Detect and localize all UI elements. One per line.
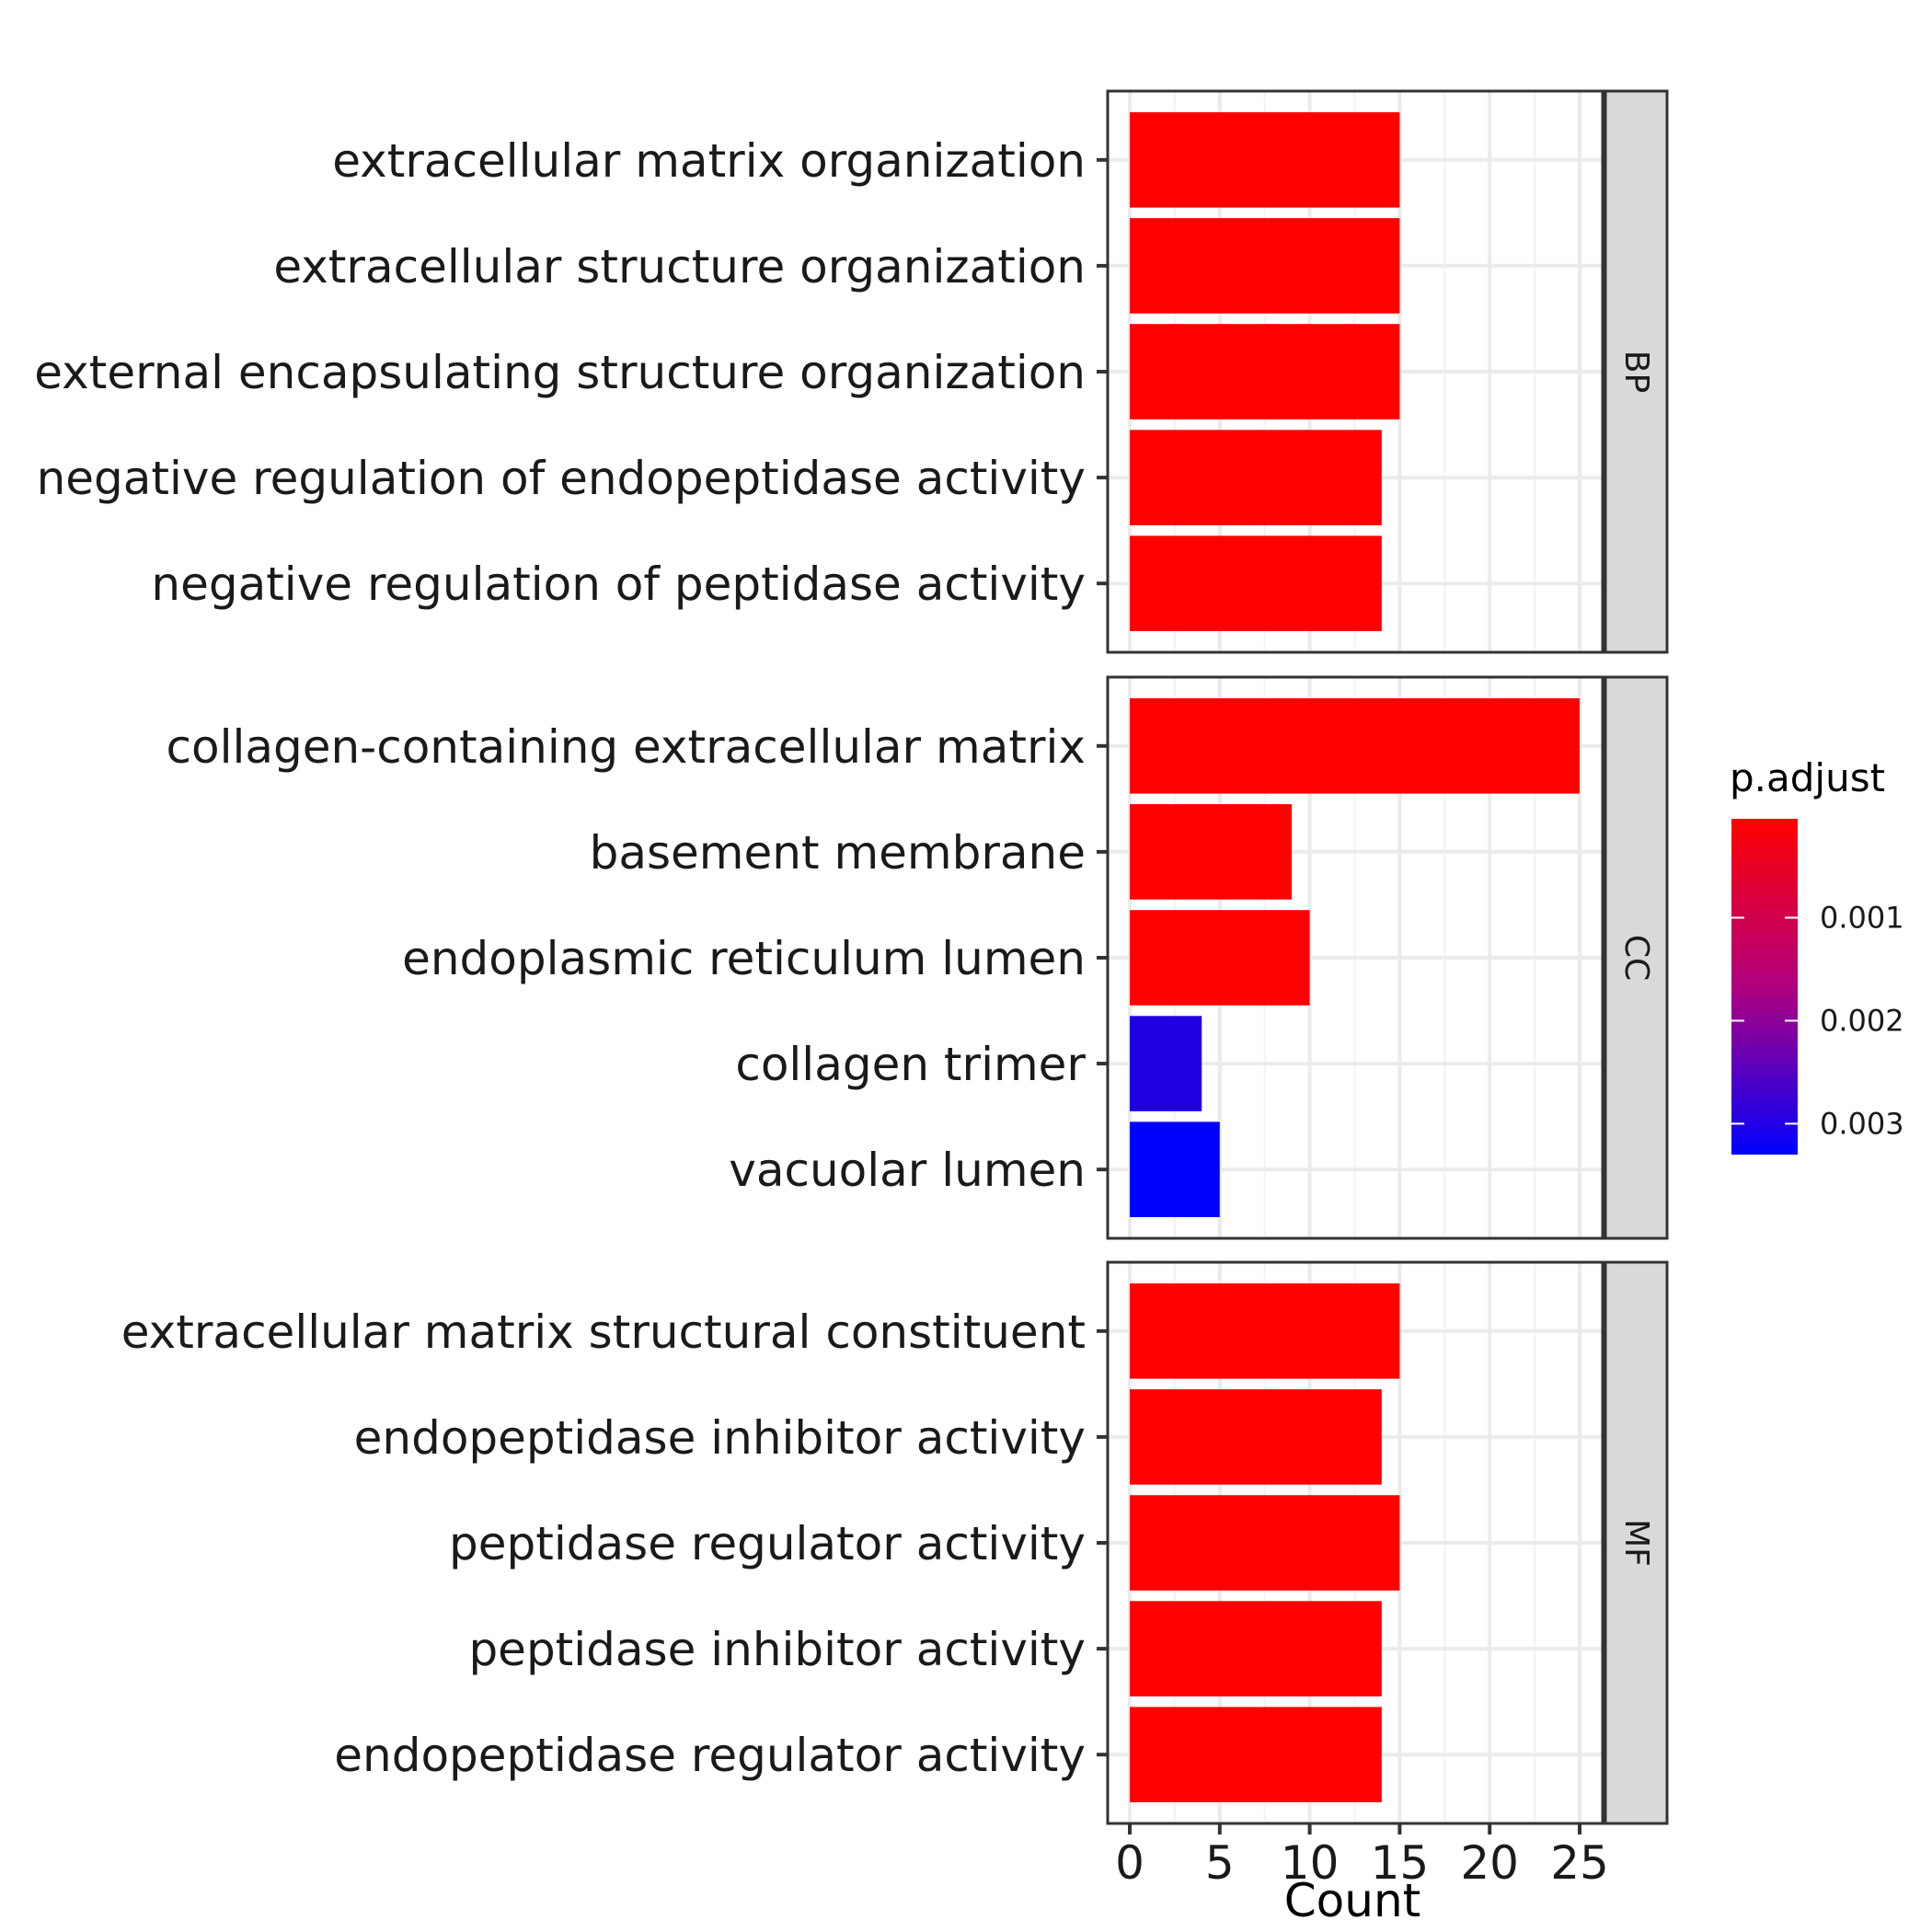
bar-cc-1: [1130, 698, 1580, 794]
facet-strip-label: MF: [1617, 1519, 1655, 1567]
category-label: extracellular matrix structural constitu…: [121, 1305, 1086, 1359]
legend-tick-label: 0.002: [1820, 1003, 1904, 1038]
x-axis-title: Count: [1284, 1874, 1421, 1927]
bar-mf-3: [1130, 1495, 1400, 1591]
x-tick-label: 25: [1550, 1836, 1609, 1890]
legend-colorbar: [1731, 819, 1798, 1155]
bar-mf-4: [1130, 1601, 1382, 1696]
bar-bp-2: [1130, 218, 1400, 314]
facet-panels: extracellular matrix organization extrace…: [34, 89, 1669, 1825]
bar-bp-5: [1130, 535, 1382, 631]
facet-strip-label: BP: [1617, 351, 1655, 393]
category-label: collagen-containing extracellular matrix: [166, 720, 1086, 774]
x-tick-label: 10: [1281, 1836, 1340, 1890]
bar-cc-3: [1130, 910, 1310, 1006]
category-label: negative regulation of endopeptidase act…: [37, 452, 1086, 505]
facet-strip: [1604, 1260, 1669, 1825]
category-label: endopeptidase inhibitor activity: [354, 1411, 1086, 1465]
legend-tick-label: 0.003: [1820, 1106, 1904, 1141]
legend-ticks: 0.001 0.002 0.003: [1731, 900, 1904, 1141]
panel-border: [1106, 89, 1604, 654]
bar-bp-1: [1130, 112, 1400, 208]
legend-title: p.adjust: [1730, 755, 1885, 800]
bar-cc-5: [1130, 1121, 1220, 1217]
category-label: external encapsulating structure organiz…: [34, 346, 1086, 399]
facet-bp: extracellular matrix organization extrace…: [34, 89, 1669, 654]
x-tick-label: 15: [1371, 1836, 1430, 1890]
facet-strip: [1604, 675, 1669, 1240]
x-tick-label: 20: [1460, 1836, 1519, 1890]
category-label: extracellular structure organization: [273, 240, 1086, 293]
bar-bp-3: [1130, 324, 1400, 420]
facet-mf: extracellular matrix structural constitu…: [121, 1260, 1669, 1825]
category-label: peptidase inhibitor activity: [468, 1623, 1086, 1676]
category-label: collagen trimer: [735, 1038, 1086, 1091]
legend-tick-label: 0.001: [1820, 900, 1904, 935]
category-label: negative regulation of peptidase activit…: [151, 558, 1086, 611]
x-tick-label: 5: [1205, 1836, 1235, 1890]
category-label: endopeptidase regulator activity: [334, 1729, 1086, 1782]
panel-border: [1106, 1260, 1604, 1825]
category-label: basement membrane: [590, 826, 1086, 880]
x-axis: 0 5 10 15 20 25: [1115, 1823, 1609, 1890]
panel-border: [1106, 675, 1604, 1240]
category-label: peptidase regulator activity: [449, 1517, 1086, 1570]
facet-strip-label: CC: [1617, 935, 1655, 981]
bar-mf-2: [1130, 1389, 1382, 1485]
category-label: endoplasmic reticulum lumen: [402, 932, 1086, 985]
bar-cc-4: [1130, 1016, 1202, 1111]
category-label: vacuolar lumen: [729, 1144, 1086, 1197]
x-tick-label: 0: [1115, 1836, 1144, 1890]
bar-cc-2: [1130, 804, 1293, 900]
facet-strip: [1604, 89, 1669, 654]
facet-cc: collagen-containing extracellular matrix…: [166, 675, 1669, 1240]
bar-mf-1: [1130, 1283, 1400, 1379]
bar-bp-4: [1130, 430, 1382, 525]
color-legend: p.adjust 0.001 0.002 0.003: [1730, 755, 1904, 1155]
category-label: extracellular matrix organization: [332, 134, 1086, 188]
bar-mf-5: [1130, 1707, 1382, 1802]
